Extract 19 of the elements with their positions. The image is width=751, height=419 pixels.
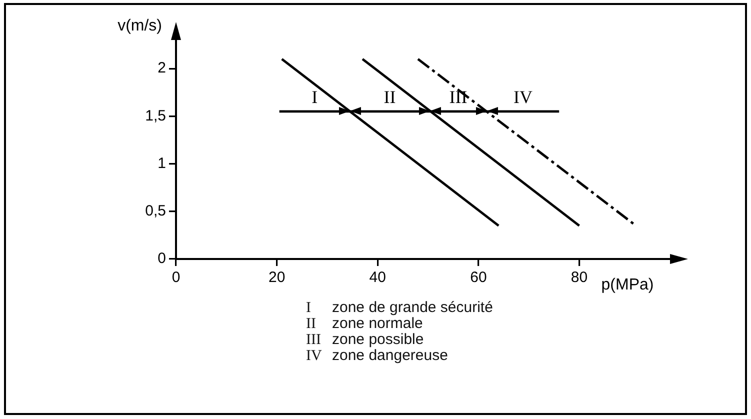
x-tick-label: 0 bbox=[172, 269, 180, 286]
text: IV zone dangereuse bbox=[306, 347, 448, 364]
x-tick-label: 20 bbox=[268, 269, 286, 286]
x-tick-label: 60 bbox=[470, 269, 487, 286]
x-axis-title: p(MPa) bbox=[601, 276, 654, 294]
text: I zone de grande sécurité bbox=[306, 299, 493, 316]
text: III zone possible bbox=[306, 331, 424, 348]
x-tick-label: 40 bbox=[369, 269, 386, 286]
y-tick-label: 0,5 bbox=[145, 202, 166, 220]
y-tick-label: 1 bbox=[158, 154, 166, 172]
y-tick-label: 0 bbox=[158, 250, 166, 268]
x-tick-label: 80 bbox=[570, 269, 588, 286]
text: II zone normale bbox=[306, 315, 423, 332]
y-tick-label: 1,5 bbox=[145, 107, 166, 124]
y-axis-title: v(m/s) bbox=[118, 17, 162, 34]
annotation: II bbox=[384, 87, 396, 108]
annotation: IV bbox=[514, 87, 533, 108]
annotation: I bbox=[312, 87, 318, 108]
y-tick-label: 2 bbox=[158, 60, 166, 77]
